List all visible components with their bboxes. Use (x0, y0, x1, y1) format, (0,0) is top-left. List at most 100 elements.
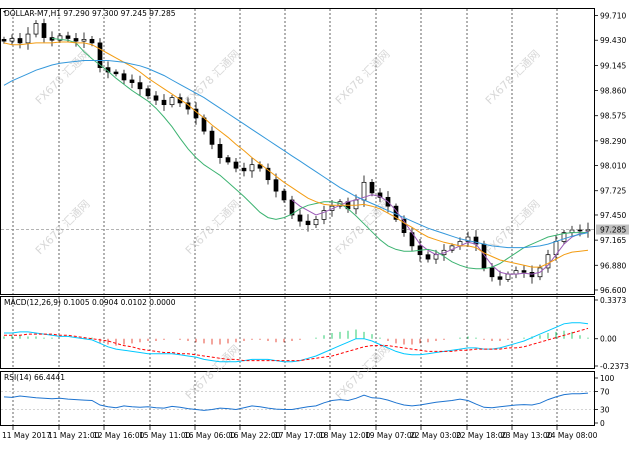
candle-down (161, 99, 167, 106)
price-y-label: 98.010 (600, 162, 626, 171)
current-price-label: 97.285 (600, 226, 626, 235)
candle-down (401, 219, 407, 233)
price-y-label: 98.290 (600, 137, 626, 146)
x-tick-label: 11 May 21:00 (48, 431, 100, 440)
candle-down (577, 229, 583, 232)
ma-slow-line (3, 41, 589, 268)
moving-averages (3, 38, 589, 275)
candle-down (129, 79, 135, 83)
candle-up (81, 39, 87, 42)
candle-up (249, 164, 255, 172)
candle-down (89, 39, 95, 44)
candle-down (73, 38, 79, 42)
candle-down (121, 73, 127, 81)
watermark-text: FX678 汇通网 (333, 342, 393, 402)
candle-up (321, 210, 327, 220)
watermark-text: FX678 汇通网 (33, 197, 93, 257)
ma-fast-line (291, 194, 589, 275)
price-y-label: 97.450 (600, 211, 626, 220)
x-tick-label: 17 May 17:00 (274, 431, 326, 440)
price-y-label: 99.145 (600, 61, 626, 70)
rsi-y-label: 0 (600, 419, 605, 428)
rsi-panel-frame (0, 371, 595, 426)
candle-down (65, 35, 71, 39)
candle-down (425, 254, 431, 260)
macd-panel-frame (0, 296, 595, 369)
candle-up (433, 254, 439, 260)
y-axis-labels: 99.710 99.430 99.145 98.860 98.575 98.290 98.0… (594, 12, 629, 428)
x-tick-label: 19 May 07:00 (365, 431, 417, 440)
candle-down (97, 42, 103, 68)
candle-down (233, 161, 239, 169)
candle-down (489, 267, 495, 278)
candle-down (497, 276, 503, 280)
candle-up (545, 254, 551, 269)
x-tick-label: 23 May 13:00 (501, 431, 553, 440)
price-y-label: 96.600 (600, 286, 626, 295)
candle-up (169, 97, 175, 106)
candle-down (145, 88, 151, 97)
candle-down (377, 192, 383, 198)
candle-down (1, 39, 7, 42)
x-tick-label: 16 May 22:00 (229, 431, 281, 440)
rsi-header: RSI(14) 66.4441 (4, 373, 65, 382)
watermark-text: FX678 汇通网 (183, 197, 243, 257)
macd-y-label: 0.3373 (600, 296, 626, 305)
macd-y-label: 0.00 (600, 335, 617, 344)
candle-down (281, 190, 287, 201)
dropdown-triangle-icon[interactable] (3, 11, 6, 13)
candle-down (369, 181, 375, 194)
x-tick-label: 16 May 06:00 (184, 431, 236, 440)
candle-up (353, 199, 359, 210)
watermark-text: FX678 汇通网 (483, 197, 543, 257)
candle-up (313, 219, 319, 226)
current-price-tag (596, 224, 629, 235)
candle-down (241, 167, 247, 172)
candle-down (297, 214, 303, 222)
candle-down (265, 167, 271, 181)
candle-up (25, 33, 31, 44)
candle-down (41, 23, 47, 38)
price-y-label: 98.860 (600, 87, 626, 96)
candle-down (137, 82, 143, 90)
price-panel-frame (0, 8, 595, 295)
x-tick-label: 24 May 08:00 (546, 431, 598, 440)
candle-up (33, 23, 39, 35)
candle-up (465, 236, 471, 242)
watermark-text: FX678 汇通网 (183, 47, 243, 107)
candle-up (561, 232, 567, 242)
macd-series (3, 322, 589, 363)
price-y-label: 99.430 (600, 36, 626, 45)
rsi-y-label: 70 (600, 388, 610, 397)
price-y-label: 97.165 (600, 236, 626, 245)
macd-y-label: -0.2373 (600, 362, 629, 371)
candle-up (57, 35, 63, 41)
watermark-text: FX678 汇通网 (183, 342, 243, 402)
candle-down (305, 220, 311, 226)
x-tick-label: 11 May 2017 (2, 431, 51, 440)
x-tick-label: 12 May 16:00 (93, 431, 145, 440)
rsi-y-label: 100 (600, 374, 615, 383)
x-tick-label: 15 May 11:00 (139, 431, 191, 440)
candle-down (153, 95, 159, 101)
price-y-label: 99.710 (600, 12, 626, 21)
candle-down (521, 270, 527, 273)
symbol-header: DOLLAR-M7,H1 97.290 97.300 97.245 97.285 (4, 9, 176, 18)
macd-header: MACD(12,26,9) 0.1005 0.0904 0.0102 0.000… (4, 298, 176, 307)
candle-down (113, 71, 119, 75)
candle-down (217, 144, 223, 158)
candle-down (17, 38, 23, 44)
candle-down (209, 130, 215, 145)
watermark-text: FX678 汇通网 (33, 47, 93, 107)
rsi-series (1, 391, 594, 411)
candle-up (505, 273, 511, 280)
candle-down (225, 157, 231, 163)
rsi-y-label: 30 (600, 406, 610, 415)
candle-up (9, 38, 15, 42)
macd-signal-line (4, 327, 589, 362)
watermark-text: FX678 汇通网 (333, 47, 393, 107)
rsi-line (3, 392, 589, 411)
watermarks: FX678 汇通网 FX678 汇通网 FX678 汇通网 FX678 汇通网 FX67… (33, 47, 543, 402)
x-tick-label: 18 May 12:00 (319, 431, 371, 440)
